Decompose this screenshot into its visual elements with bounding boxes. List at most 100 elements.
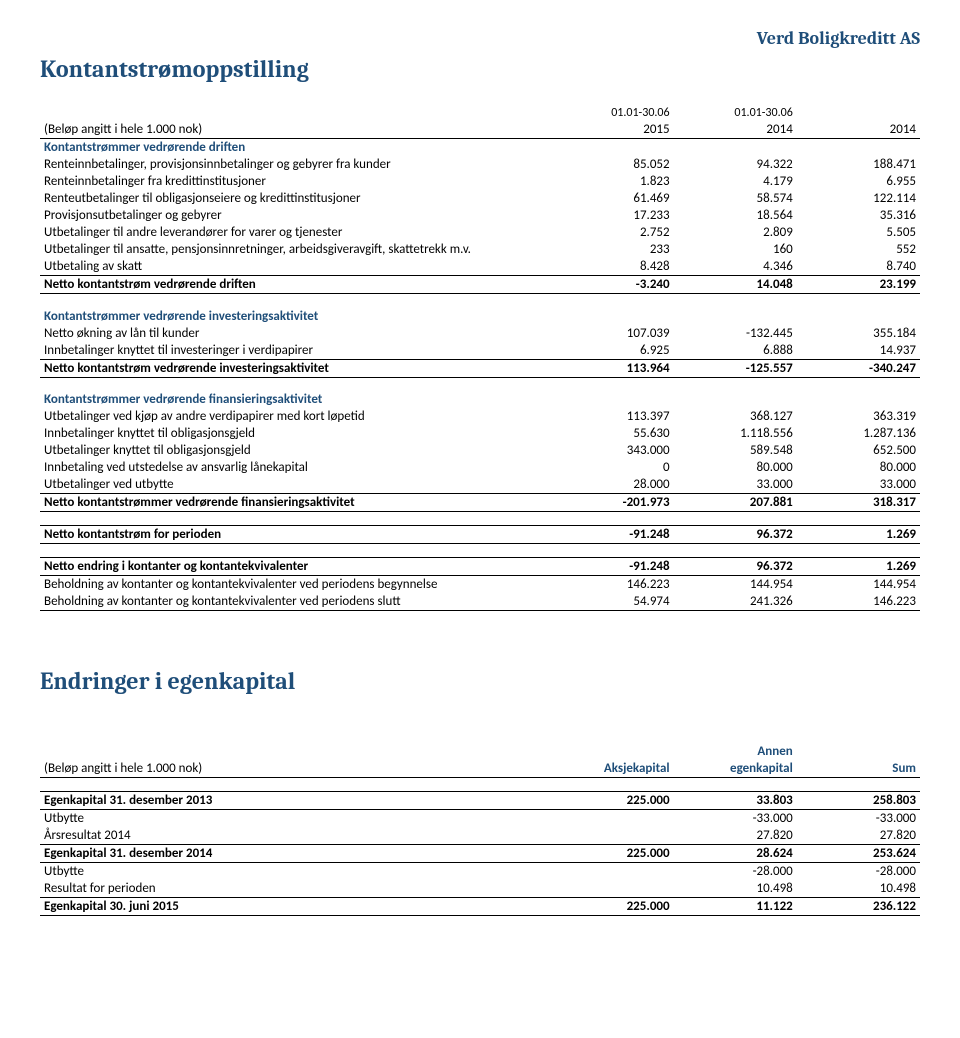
cell: 96.372 [674,558,797,576]
table-row: Utbetalinger til andre leverandører for … [40,224,920,241]
table-row: Renteutbetalinger til obligasjonseiere o… [40,190,920,207]
cell: -33.000 [797,810,920,828]
table-row: Utbetalinger til ansatte, pensjonsinnret… [40,241,920,258]
cell: 28.000 [550,476,673,494]
cell: -91.248 [550,526,673,544]
row-label: Renteinnbetalinger fra kredittinstitusjo… [40,173,550,190]
cell: 27.820 [797,827,920,845]
cell: 17.233 [550,207,673,224]
table-row: Beholdning av kontanter og kontantekviva… [40,593,920,611]
table-row: Resultat for perioden10.49810.498 [40,880,920,898]
cell: 8.740 [797,258,920,276]
row-label: Netto kontantstrøm vedrørende investerin… [40,359,550,377]
cashflow-table: 01.01-30.06 01.01-30.06 (Beløp angitt i … [40,105,920,611]
cell: 343.000 [550,442,673,459]
row-label: Renteutbetalinger til obligasjonseiere o… [40,190,550,207]
cell: 94.322 [674,156,797,173]
cell: 368.127 [674,408,797,425]
cell: 33.000 [797,476,920,494]
cell: 8.428 [550,258,673,276]
cell: 55.630 [550,425,673,442]
cell: 0 [550,459,673,476]
equity-col-sum: Sum [797,760,920,778]
cell: -340.247 [797,359,920,377]
table-row: Utbetalinger ved kjøp av andre verdipapi… [40,408,920,425]
page-title-equity: Endringer i egenkapital [40,667,920,695]
equity-table: Annen (Beløp angitt i hele 1.000 nok) Ak… [40,743,920,916]
table-row: Innbetaling ved utstedelse av ansvarlig … [40,459,920,476]
cell: 241.326 [674,593,797,611]
cell: 14.937 [797,342,920,360]
cell: 4.179 [674,173,797,190]
cell: 113.397 [550,408,673,425]
year-header-2b: 2014 [797,121,920,139]
equity-col-annen-bot: egenkapital [674,760,797,778]
unit-note-equity: (Beløp angitt i hele 1.000 nok) [40,760,550,778]
table-row: Innbetalinger knyttet til investeringer … [40,342,920,360]
equity-col-share: Aksjekapital [550,760,673,778]
cell: -3.240 [550,276,673,294]
cell: 2.752 [550,224,673,241]
cell: -201.973 [550,494,673,512]
cell: 160 [674,241,797,258]
cell: 23.199 [797,276,920,294]
row-label: Netto endring i kontanter og kontantekvi… [40,558,550,576]
cell: 96.372 [674,526,797,544]
row-label: Årsresultat 2014 [40,827,550,845]
row-label: Netto kontantstrømmer vedrørende finansi… [40,494,550,512]
row-label: Innbetalinger knyttet til investeringer … [40,342,550,360]
cell: 4.346 [674,258,797,276]
cell: -33.000 [674,810,797,828]
row-label: Renteinnbetalinger, provisjonsinnbetalin… [40,156,550,173]
section-header-financing: Kontantstrømmer vedrørende finansierings… [40,391,550,408]
table-row: Netto økning av lån til kunder107.039-13… [40,325,920,342]
cell: 1.118.556 [674,425,797,442]
row-label: Egenkapital 31. desember 2013 [40,792,550,810]
cell: 10.498 [797,880,920,898]
cell: 6.888 [674,342,797,360]
section-header-operations: Kontantstrømmer vedrørende driften [40,139,550,157]
page-title-cashflow: Kontantstrømoppstilling [40,55,920,83]
cell: 27.820 [674,827,797,845]
cell: -28.000 [674,863,797,881]
cell: 10.498 [674,880,797,898]
cell [550,863,673,881]
cell: 552 [797,241,920,258]
cell: 58.574 [674,190,797,207]
cell: 589.548 [674,442,797,459]
cell: 33.803 [674,792,797,810]
table-row-total: Egenkapital 31. desember 2014225.00028.6… [40,845,920,863]
cell: 14.048 [674,276,797,294]
company-name: Verd Boligkreditt AS [40,28,920,49]
row-label: Beholdning av kontanter og kontantekviva… [40,593,550,611]
cell: 258.803 [797,792,920,810]
cell: 225.000 [550,792,673,810]
unit-note: (Beløp angitt i hele 1.000 nok) [40,121,550,139]
row-label: Netto økning av lån til kunder [40,325,550,342]
cell: 35.316 [797,207,920,224]
cell: 33.000 [674,476,797,494]
period-header-1: 01.01-30.06 [550,105,673,121]
table-row-total: Netto kontantstrøm vedrørende driften-3.… [40,276,920,294]
section-header-investing: Kontantstrømmer vedrørende investeringsa… [40,308,550,325]
cell: 5.505 [797,224,920,241]
period-header-2: 01.01-30.06 [674,105,797,121]
cell: 18.564 [674,207,797,224]
row-label: Egenkapital 30. juni 2015 [40,898,550,916]
row-label: Beholdning av kontanter og kontantekviva… [40,576,550,594]
table-row: Innbetalinger knyttet til obligasjonsgje… [40,425,920,442]
table-row: Utbytte-28.000-28.000 [40,863,920,881]
table-row: Årsresultat 2014 27.82027.820 [40,827,920,845]
cell: 236.122 [797,898,920,916]
row-label: Utbetalinger til andre leverandører for … [40,224,550,241]
cell: 28.624 [674,845,797,863]
row-label: Utbytte [40,810,550,828]
cell: 355.184 [797,325,920,342]
table-row: Beholdning av kontanter og kontantekviva… [40,576,920,594]
table-row: Renteinnbetalinger, provisjonsinnbetalin… [40,156,920,173]
table-row-total: Netto kontantstrøm vedrørende investerin… [40,359,920,377]
row-label: Utbetalinger ved kjøp av andre verdipapi… [40,408,550,425]
cell: 146.223 [797,593,920,611]
table-row-total: Netto endring i kontanter og kontantekvi… [40,558,920,576]
cell: 1.823 [550,173,673,190]
